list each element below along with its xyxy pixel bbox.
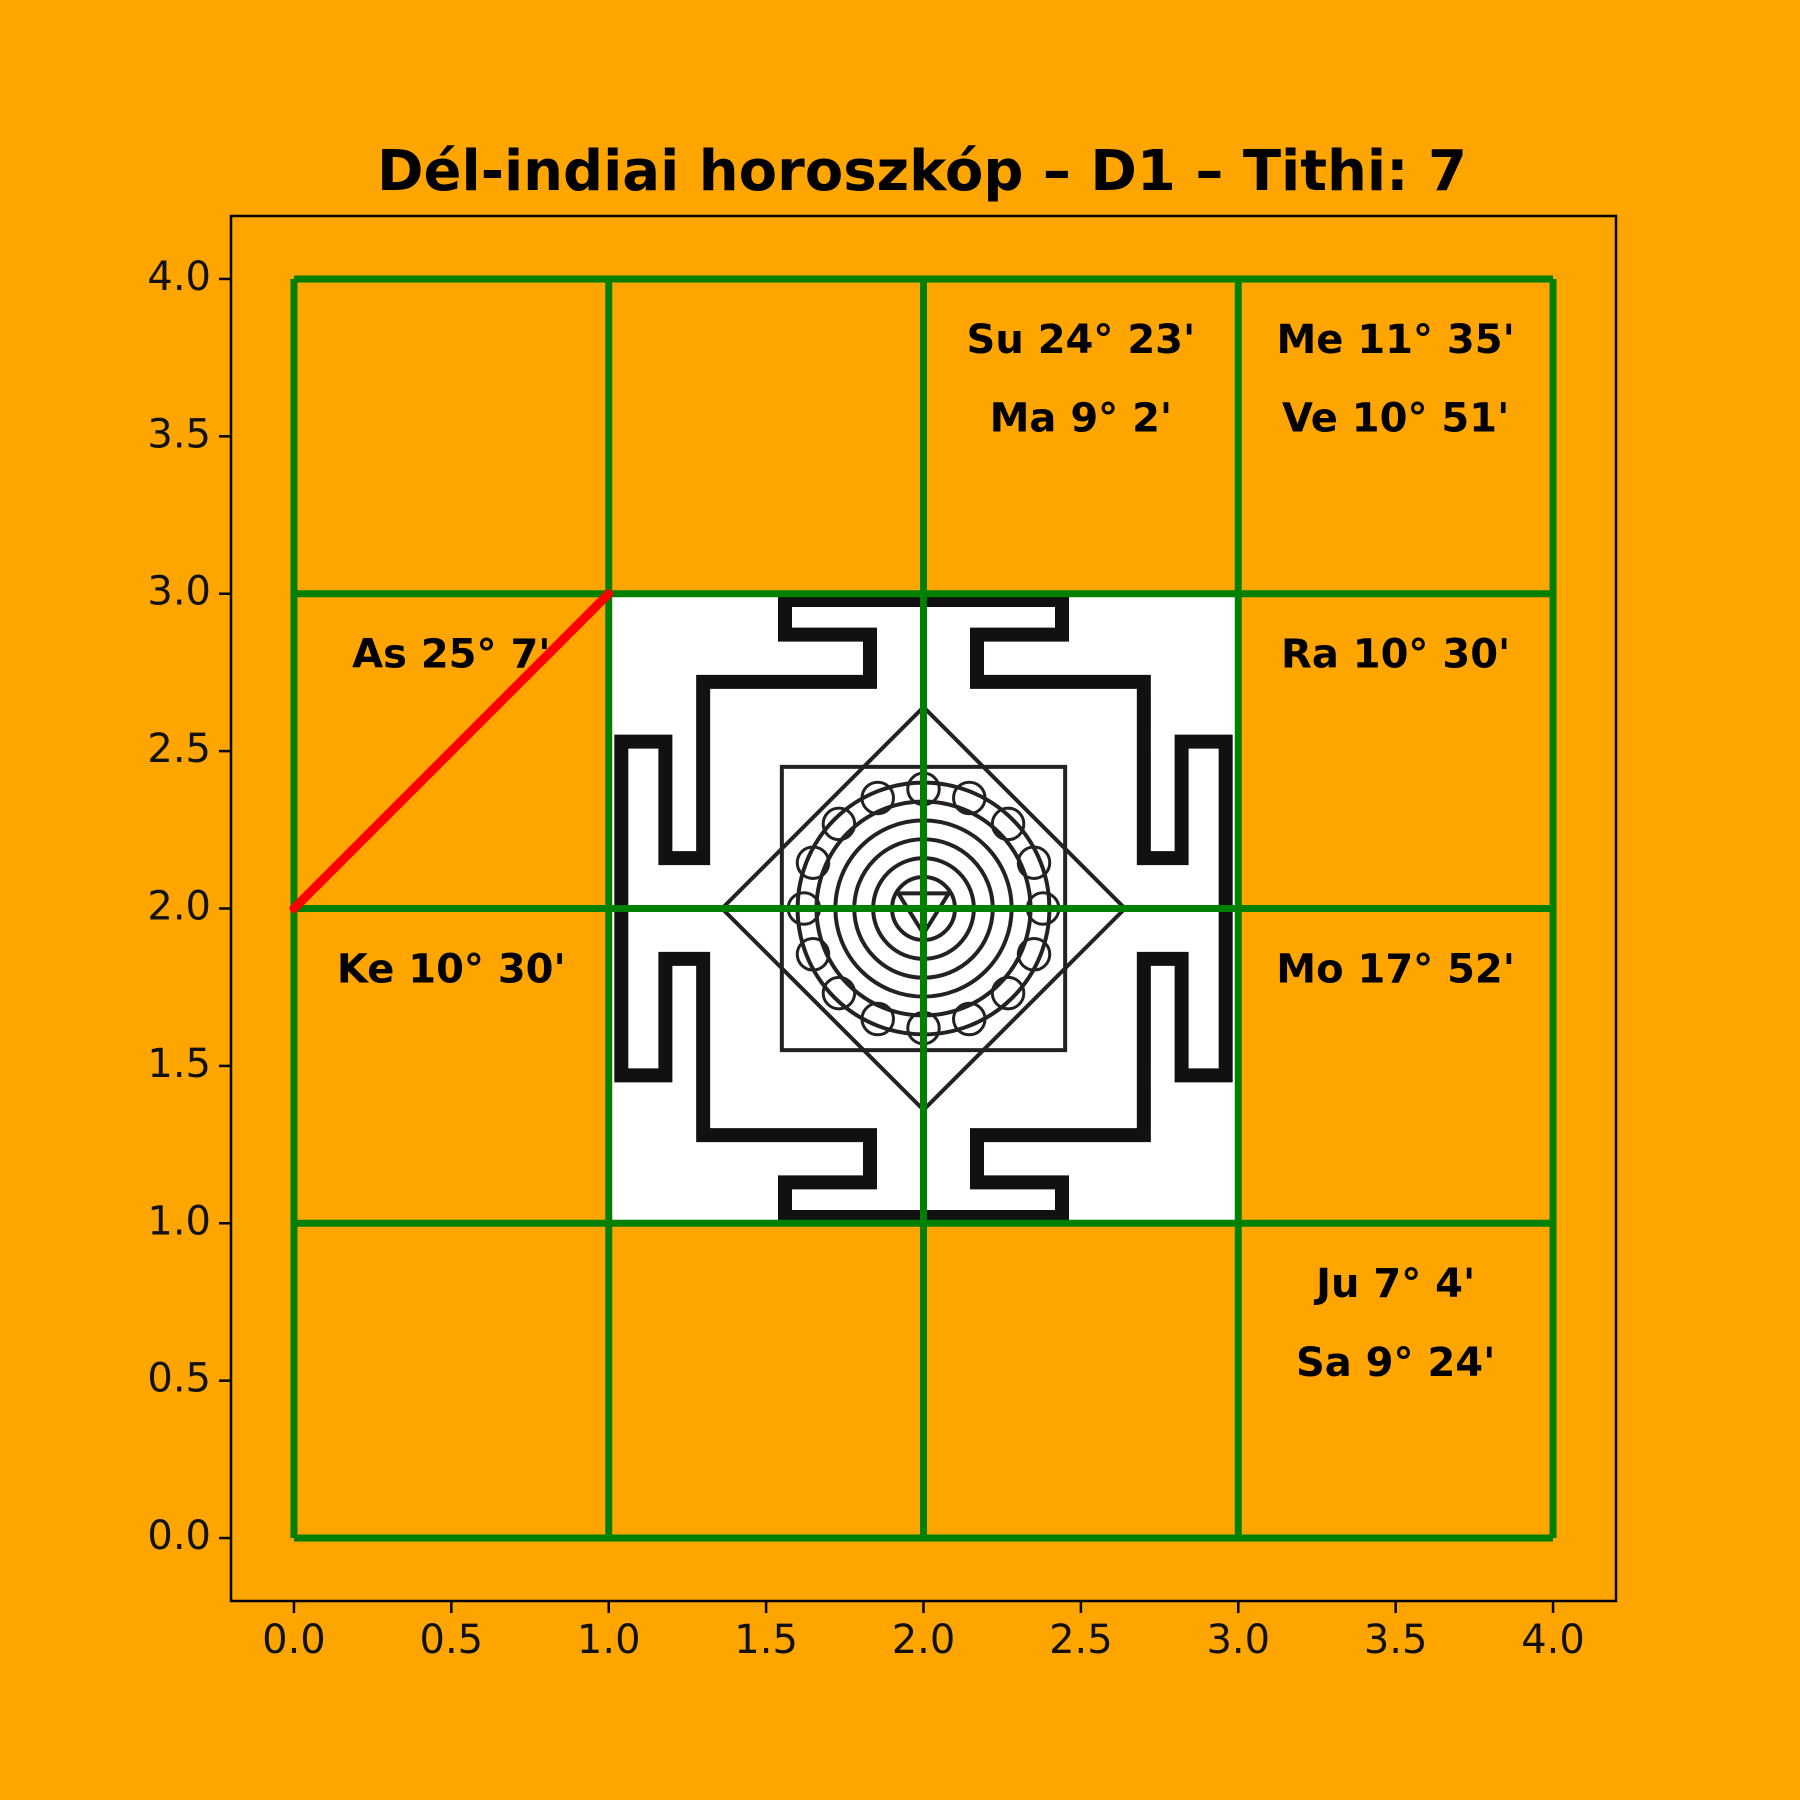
y-tick-label: 3.0 [147, 569, 211, 615]
yantra-petal [821, 975, 857, 1011]
y-tick-label: 0.0 [147, 1513, 211, 1559]
planet-label: Ve 10° 51' [1282, 396, 1509, 442]
y-axis: 0.0 0.5 1.0 1.5 2.0 2.5 3.0 3.5 4.0 [147, 254, 231, 1559]
y-tick-label: 3.5 [147, 411, 211, 457]
yantra-petal [860, 1001, 895, 1037]
x-tick-label: 2.0 [892, 1617, 956, 1663]
x-tick-label: 4.0 [1521, 1617, 1585, 1663]
yantra-petal [795, 845, 831, 880]
planet-label: Me 11° 35' [1276, 317, 1514, 363]
yantra-petal [990, 975, 1026, 1011]
yantra-petal [952, 780, 987, 816]
house-grid [290, 275, 1557, 1542]
ascendant-marker [289, 589, 614, 913]
planet-labels: Su 24° 23' Ma 9° 2' Me 11° 35' Ve 10° 51' As… [337, 317, 1515, 1386]
yantra-gate-outline [614, 593, 1233, 1224]
yantra-petal [795, 937, 831, 972]
x-tick-label: 3.5 [1364, 1617, 1428, 1663]
planet-label: As 25° 7' [352, 632, 550, 678]
y-tick-label: 0.5 [147, 1356, 211, 1402]
planet-label: Ke 10° 30' [337, 946, 566, 992]
planet-label: Ra 10° 30' [1281, 632, 1510, 678]
yantra-petal [1016, 937, 1052, 972]
x-tick-label: 2.5 [1049, 1617, 1113, 1663]
y-tick-label: 2.0 [147, 884, 211, 930]
yantra-petal [990, 806, 1026, 842]
x-tick-label: 0.0 [262, 1617, 326, 1663]
yantra-petal [1016, 845, 1052, 880]
planet-label: Sa 9° 24' [1296, 1340, 1495, 1386]
x-tick-label: 0.5 [420, 1617, 484, 1663]
y-tick-label: 4.0 [147, 254, 211, 300]
chart-title: Dél-indiai horoszkóp – D1 – Tithi: 7 [377, 139, 1467, 204]
planet-label: Su 24° 23' [967, 317, 1196, 363]
x-tick-label: 1.5 [734, 1617, 798, 1663]
yantra-petal [860, 780, 895, 816]
x-tick-label: 1.0 [577, 1617, 641, 1663]
yantra-petal [821, 806, 857, 842]
y-tick-label: 1.5 [147, 1041, 211, 1087]
ascendant-line [289, 589, 614, 913]
y-tick-label: 2.5 [147, 726, 211, 772]
planet-label: Ju 7° 4' [1313, 1261, 1475, 1307]
x-axis: 0.0 0.5 1.0 1.5 2.0 2.5 3.0 3.5 4.0 [262, 1601, 1585, 1663]
planet-label: Ma 9° 2' [990, 396, 1173, 442]
planet-label: Mo 17° 52' [1276, 946, 1515, 992]
x-tick-label: 3.0 [1206, 1617, 1270, 1663]
yantra-petal [952, 1001, 987, 1037]
y-tick-label: 1.0 [147, 1198, 211, 1244]
